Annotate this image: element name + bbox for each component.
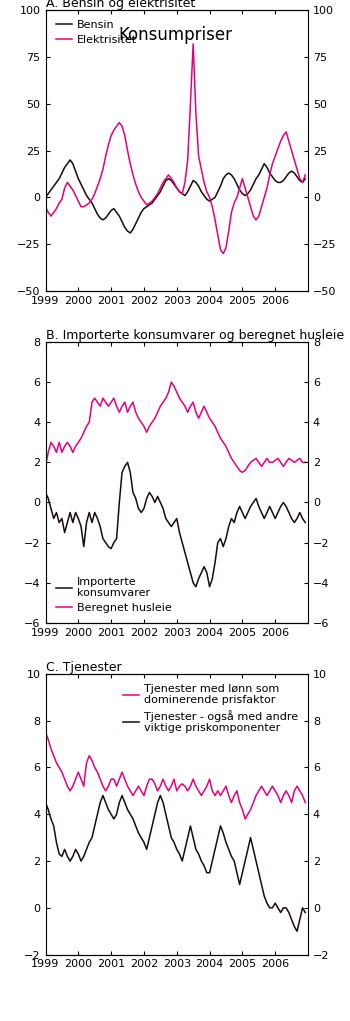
Elektrisitet xyxy=(183,177,187,189)
Text: C. Tjenester: C. Tjenester xyxy=(46,661,121,674)
Bensin xyxy=(188,180,193,192)
Bensin xyxy=(180,188,184,200)
Elektrisitet xyxy=(43,201,48,213)
Elektrisitet xyxy=(303,168,307,181)
Elektrisitet xyxy=(175,182,179,194)
Bensin xyxy=(303,173,307,185)
Elektrisitet xyxy=(117,116,121,129)
Elektrisitet xyxy=(191,38,195,50)
Elektrisitet xyxy=(79,201,83,213)
Text: Konsumpriser: Konsumpriser xyxy=(118,26,232,44)
Elektrisitet xyxy=(221,247,225,259)
Bensin xyxy=(68,154,72,166)
Elektrisitet xyxy=(155,188,160,200)
Legend: Importerte
konsumvarer, Beregnet husleie: Importerte konsumvarer, Beregnet husleie xyxy=(51,573,176,618)
Bensin xyxy=(82,184,86,196)
Bensin xyxy=(43,191,48,203)
Bensin xyxy=(128,227,132,239)
Legend: Tjenester med lønn som
dominerende prisfaktor, Tjenester - også med andre
viktig: Tjenester med lønn som dominerende prisf… xyxy=(118,679,302,738)
Bensin xyxy=(120,215,124,228)
Bensin xyxy=(287,167,291,180)
Text: B. Importerte konsumvarer og beregnet husleie: B. Importerte konsumvarer og beregnet hu… xyxy=(46,329,344,342)
Line: Elektrisitet: Elektrisitet xyxy=(46,44,305,253)
Line: Bensin: Bensin xyxy=(46,160,305,233)
Elektrisitet xyxy=(287,135,291,147)
Bensin xyxy=(161,180,165,192)
Legend: Bensin, Elektrisitet: Bensin, Elektrisitet xyxy=(51,15,141,49)
Text: A. Bensin og elektrisitet: A. Bensin og elektrisitet xyxy=(46,0,195,10)
